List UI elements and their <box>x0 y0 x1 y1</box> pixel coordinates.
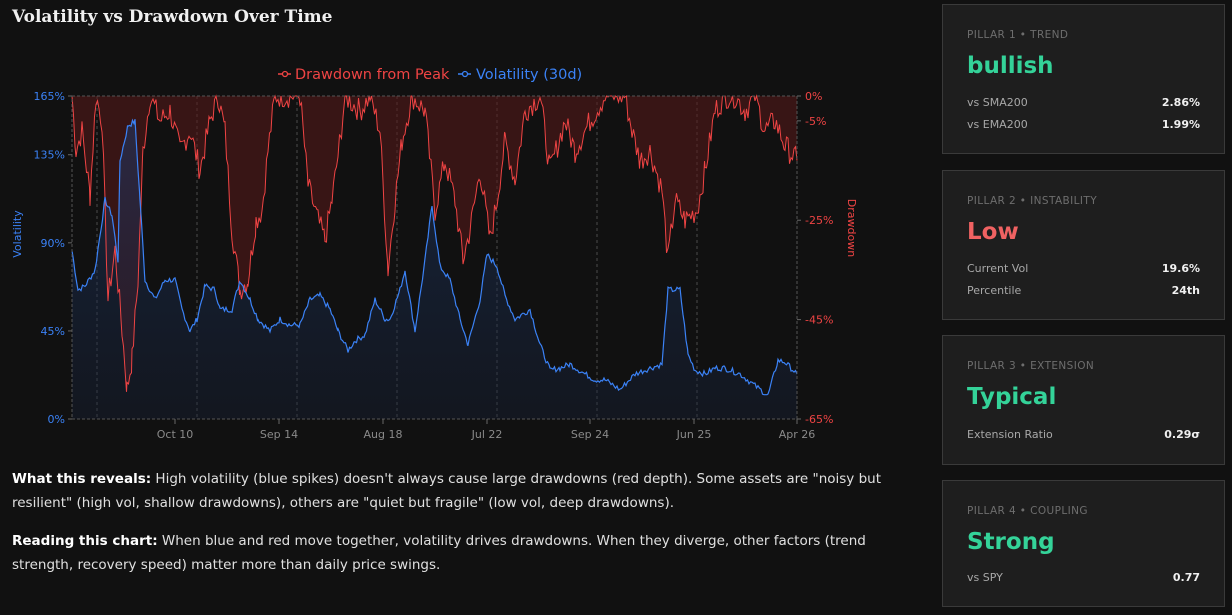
insight-text: High volatility (blue spikes) doesn't al… <box>12 471 882 511</box>
x-tick-label: Aug 18 <box>364 428 403 441</box>
y-left-tick-label: 135% <box>34 149 65 162</box>
pillar-value: Strong <box>967 529 1055 555</box>
pillar-label: PILLAR 2 • INSTABILITY <box>967 195 1098 207</box>
metric-row: vs SPY 0.77 <box>967 571 1200 584</box>
metric-value: 1.99% <box>1161 118 1200 131</box>
x-tick-label: Sep 14 <box>260 428 298 441</box>
y-left-tick-label: 90% <box>41 237 65 250</box>
pillar-card-trend: PILLAR 1 • TREND bullish vs SMA200 2.86% … <box>942 4 1225 154</box>
metric-key: Extension Ratio <box>967 428 1053 441</box>
metric-key: vs SMA200 <box>967 96 1028 109</box>
metric-row: Extension Ratio 0.29σ <box>967 428 1200 441</box>
metric-value: 0.29σ <box>1164 428 1200 441</box>
legend-label-drawdown: Drawdown from Peak <box>295 67 450 83</box>
pillar-value: Typical <box>967 384 1057 410</box>
y-right-axis-label: Drawdown <box>845 199 858 257</box>
legend: Drawdown from Peak Volatility (30d) <box>278 67 582 83</box>
reading-label: Reading this chart: <box>12 533 158 549</box>
y-right-tick-label: 0% <box>805 90 822 103</box>
pillar-value: Low <box>967 219 1019 245</box>
drawdown-area <box>72 96 797 392</box>
insight-label: What this reveals: <box>12 471 152 487</box>
reading-paragraph: Reading this chart: When blue and red mo… <box>12 529 912 577</box>
x-tick-label: Jun 25 <box>676 428 712 441</box>
pillar-label: PILLAR 4 • COUPLING <box>967 505 1088 517</box>
y-right-tick-label: -5% <box>805 115 826 128</box>
metric-row: Current Vol 19.6% <box>967 262 1200 275</box>
pillar-label: PILLAR 3 • EXTENSION <box>967 360 1095 372</box>
metric-value: 19.6% <box>1161 262 1200 275</box>
pillar-value: bullish <box>967 53 1054 79</box>
legend-label-volatility: Volatility (30d) <box>476 67 582 83</box>
metric-row: vs SMA200 2.86% <box>967 96 1200 109</box>
legend-item-volatility[interactable]: Volatility (30d) <box>458 67 582 83</box>
pillar-card-extension: PILLAR 3 • EXTENSION Typical Extension R… <box>942 335 1225 465</box>
metric-key: Current Vol <box>967 262 1029 275</box>
x-tick-label: Jul 22 <box>471 428 503 441</box>
chart-title: Volatility vs Drawdown Over Time <box>12 7 333 27</box>
x-tick-label: Oct 10 <box>157 428 194 441</box>
y-left-axis-label: Volatility <box>11 210 24 258</box>
legend-marker-icon <box>461 70 469 78</box>
metric-value: 0.77 <box>1172 571 1200 584</box>
reading-text: When blue and red move together, volatil… <box>12 533 866 573</box>
pillar-card-coupling: PILLAR 4 • COUPLING Strong vs SPY 0.77 <box>942 480 1225 607</box>
legend-item-drawdown[interactable]: Drawdown from Peak <box>278 67 450 83</box>
y-left-tick-label: 165% <box>34 90 65 103</box>
y-left-tick-label: 0% <box>48 413 65 426</box>
drawdown-line <box>71 94 798 392</box>
metric-key: vs EMA200 <box>967 118 1028 131</box>
volatility-area <box>72 119 797 419</box>
plot-frame <box>71 95 798 420</box>
legend-marker-icon <box>281 70 289 78</box>
metric-key: vs SPY <box>967 571 1003 584</box>
metric-row: vs EMA200 1.99% <box>967 118 1200 131</box>
metric-value: 24th <box>1171 284 1200 297</box>
metric-row: Percentile 24th <box>967 284 1200 297</box>
pillar-card-instability: PILLAR 2 • INSTABILITY Low Current Vol 19… <box>942 170 1225 320</box>
y-left-tick-label: 45% <box>41 325 65 338</box>
y-right-tick-label: -45% <box>805 314 833 327</box>
volatility-line <box>71 118 798 396</box>
x-tick-label: Sep 24 <box>571 428 609 441</box>
insight-paragraph: What this reveals: High volatility (blue… <box>12 467 912 515</box>
y-right-tick-label: -25% <box>805 214 833 227</box>
metric-key: Percentile <box>967 284 1022 297</box>
volatility-drawdown-chart: 165% 135% 90% 45% 0% 0% -5% -25% -45% -65% Oct 10 S… <box>11 67 858 441</box>
x-tick-label: Apr 26 <box>779 428 816 441</box>
metric-value: 2.86% <box>1161 96 1200 109</box>
pillar-label: PILLAR 1 • TREND <box>967 29 1069 41</box>
y-right-tick-label: -65% <box>805 413 833 426</box>
